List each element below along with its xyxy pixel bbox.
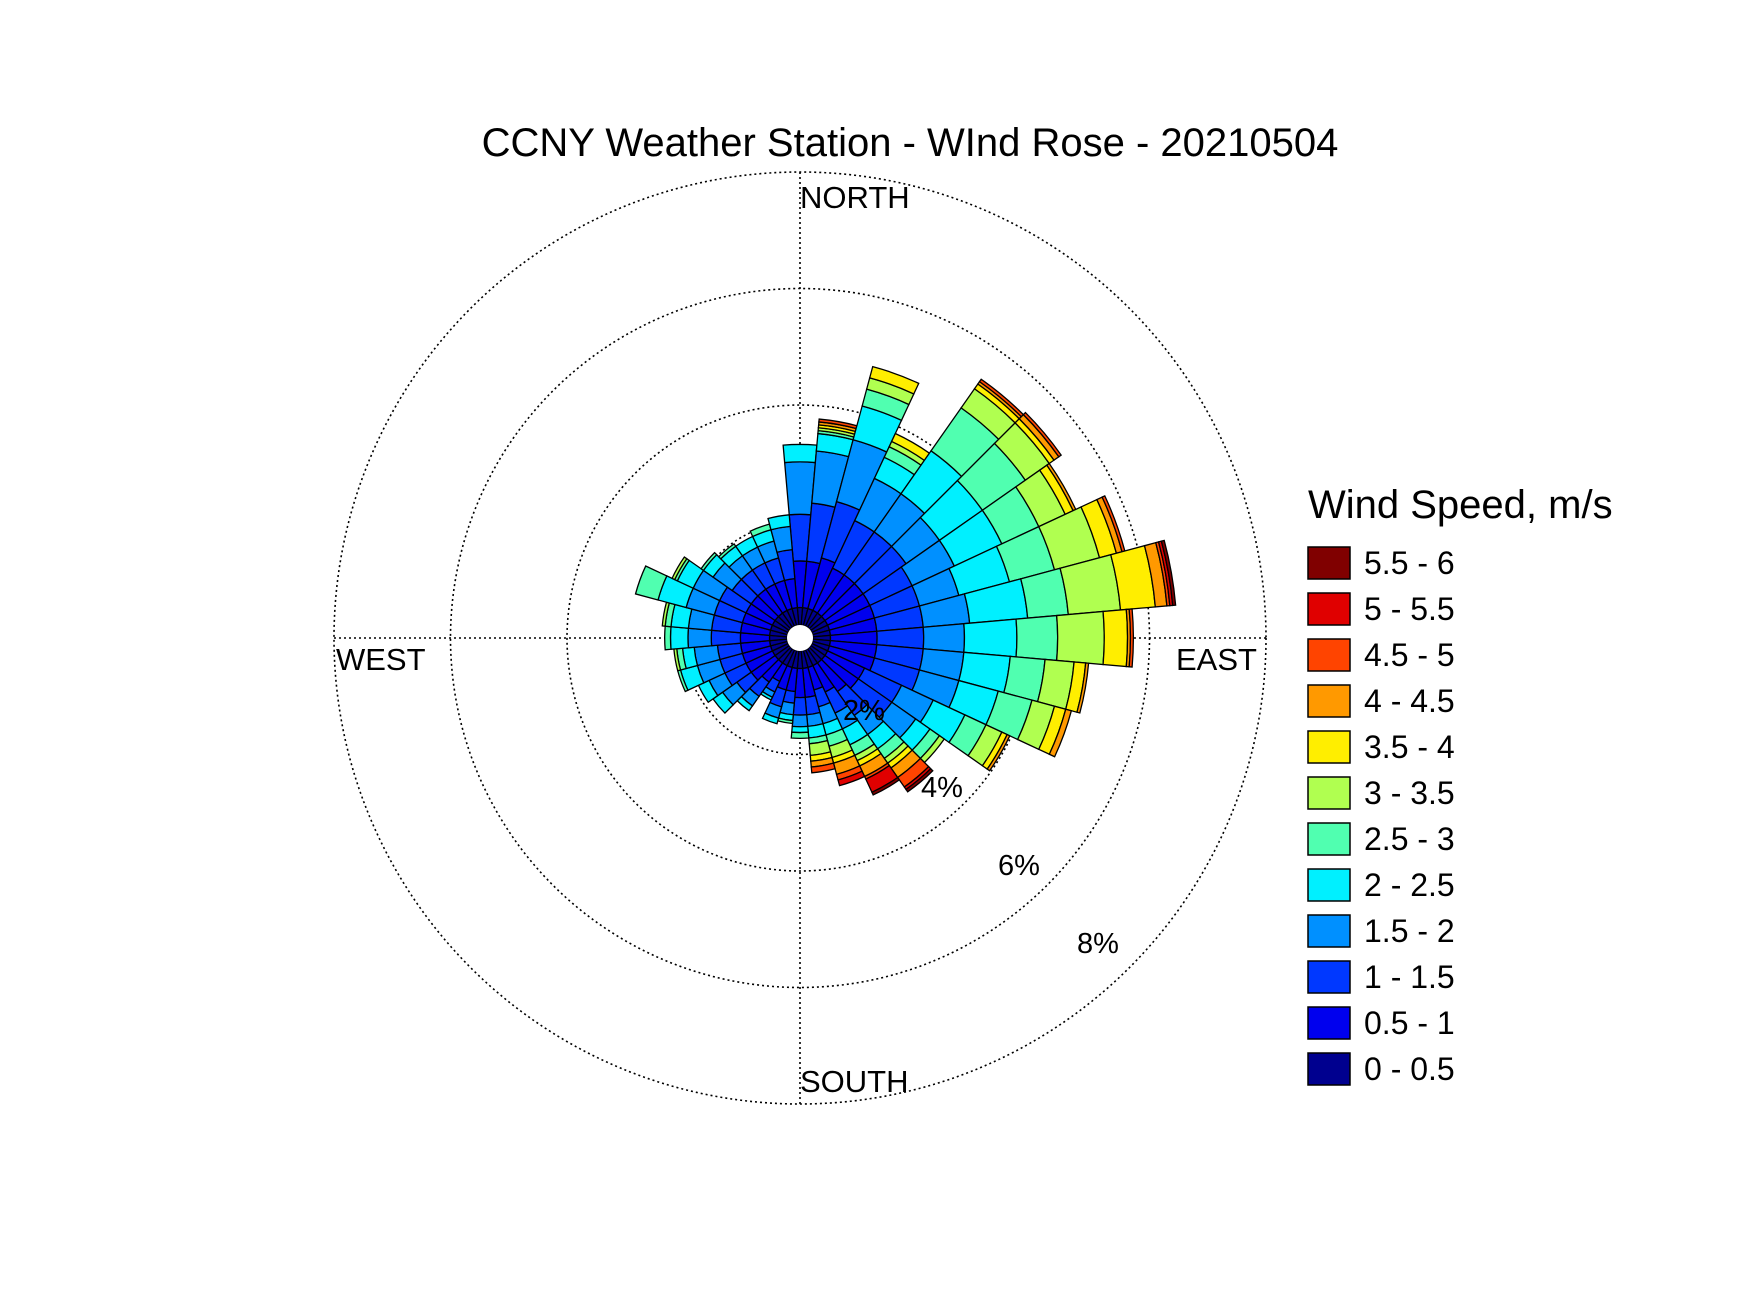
west-label: WEST: [336, 642, 426, 677]
legend-label: 3 - 3.5: [1364, 775, 1455, 811]
wind-bar-180-bin-4: [791, 725, 809, 734]
wind-bar-80-bin-11: [1160, 539, 1177, 607]
north-label: NORTH: [800, 180, 910, 215]
wind-rose-bars: [634, 365, 1177, 796]
east-label: EAST: [1176, 642, 1257, 677]
legend-swatch: [1307, 868, 1351, 902]
wind-bar-140-bin-11: [905, 767, 934, 793]
radial-tick-2: 2%: [843, 695, 885, 727]
wind-bar-200-bin-4: [761, 712, 780, 725]
wind-bar-120-bin-8: [986, 733, 1011, 772]
legend-label: 4.5 - 5: [1364, 637, 1455, 673]
wind-bar-150-bin-11: [871, 776, 901, 796]
wind-bar-90-bin-7: [1102, 608, 1129, 668]
radial-tick-labels: 2% 4% 6% 8%: [843, 695, 1119, 960]
wind-bar-350-bin-4: [767, 514, 791, 531]
wind-bar-300-bin-6: [671, 556, 688, 581]
wind-bar-90-bin-5: [1015, 614, 1059, 662]
wind-bar-180-bin-3: [791, 714, 809, 728]
wind-bar-0-bin-3: [783, 461, 817, 516]
wind-bar-90-bin-9: [1128, 608, 1135, 668]
direction-labels: NORTH SOUTH WEST EAST: [336, 180, 1257, 1099]
wind-bar-310-bin-5: [700, 551, 718, 572]
wind-bar-20-bin-7: [868, 365, 920, 395]
wind-bar-270-bin-3: [687, 627, 713, 649]
legend-label: 3.5 - 4: [1364, 729, 1455, 765]
legend-swatch: [1307, 592, 1351, 626]
wind-bar-0-bin-4: [782, 443, 818, 464]
wind-bar-320-bin-5: [717, 542, 737, 560]
wind-bar-50-bin-9: [1022, 411, 1063, 458]
wind-bar-110-bin-8: [1048, 708, 1073, 758]
wind-bar-180-bin-2: [792, 696, 808, 716]
legend-label: 1.5 - 2: [1364, 913, 1455, 949]
legend-swatch: [1307, 1006, 1351, 1040]
legend-label: 0 - 0.5: [1364, 1051, 1455, 1087]
legend-title: Wind Speed, m/s: [1308, 483, 1613, 527]
legend-swatch: [1307, 1052, 1351, 1086]
radial-tick-6: 6%: [998, 850, 1040, 882]
legend-label: 4 - 4.5: [1364, 683, 1455, 719]
center-hole: [787, 625, 813, 651]
legend-swatch: [1307, 684, 1351, 718]
legend-swatch: [1307, 960, 1351, 994]
legend-label: 2.5 - 3: [1364, 821, 1455, 857]
legend-swatch: [1307, 730, 1351, 764]
wind-bar-170-bin-9: [810, 762, 836, 774]
chart-title: CCNY Weather Station - WInd Rose - 20210…: [482, 121, 1339, 165]
legend-swatch: [1307, 776, 1351, 810]
legend-swatch: [1307, 546, 1351, 580]
wind-bar-160-bin-10: [837, 770, 866, 787]
legend-label: 1 - 1.5: [1364, 959, 1455, 995]
wind-bar-270-bin-4: [669, 626, 690, 650]
wind-bar-90-bin-4: [963, 618, 1018, 658]
wind-bar-270-bin-5: [664, 625, 672, 651]
radial-tick-4: 4%: [921, 772, 963, 804]
wind-bar-100-bin-8: [1076, 662, 1090, 714]
legend-label: 0.5 - 1: [1364, 1005, 1455, 1041]
legend-label: 5.5 - 6: [1364, 545, 1455, 581]
wind-bar-180-bin-5: [790, 731, 810, 740]
legend-swatch: [1307, 638, 1351, 672]
legend-label: 2 - 2.5: [1364, 867, 1455, 903]
legend-label: 5 - 5.5: [1364, 591, 1455, 627]
wind-bar-90-bin-3: [922, 622, 966, 654]
legend-swatch: [1307, 914, 1351, 948]
wind-bar-290-bin-5: [634, 565, 668, 601]
wind-bar-90-bin-6: [1055, 610, 1105, 666]
legend-swatch: [1307, 822, 1351, 856]
south-label: SOUTH: [800, 1064, 909, 1099]
radial-tick-8: 8%: [1077, 928, 1119, 960]
legend: Wind Speed, m/s 5.5 - 6 5 - 5.5 4.5 - 5 4 -…: [1307, 483, 1613, 1087]
